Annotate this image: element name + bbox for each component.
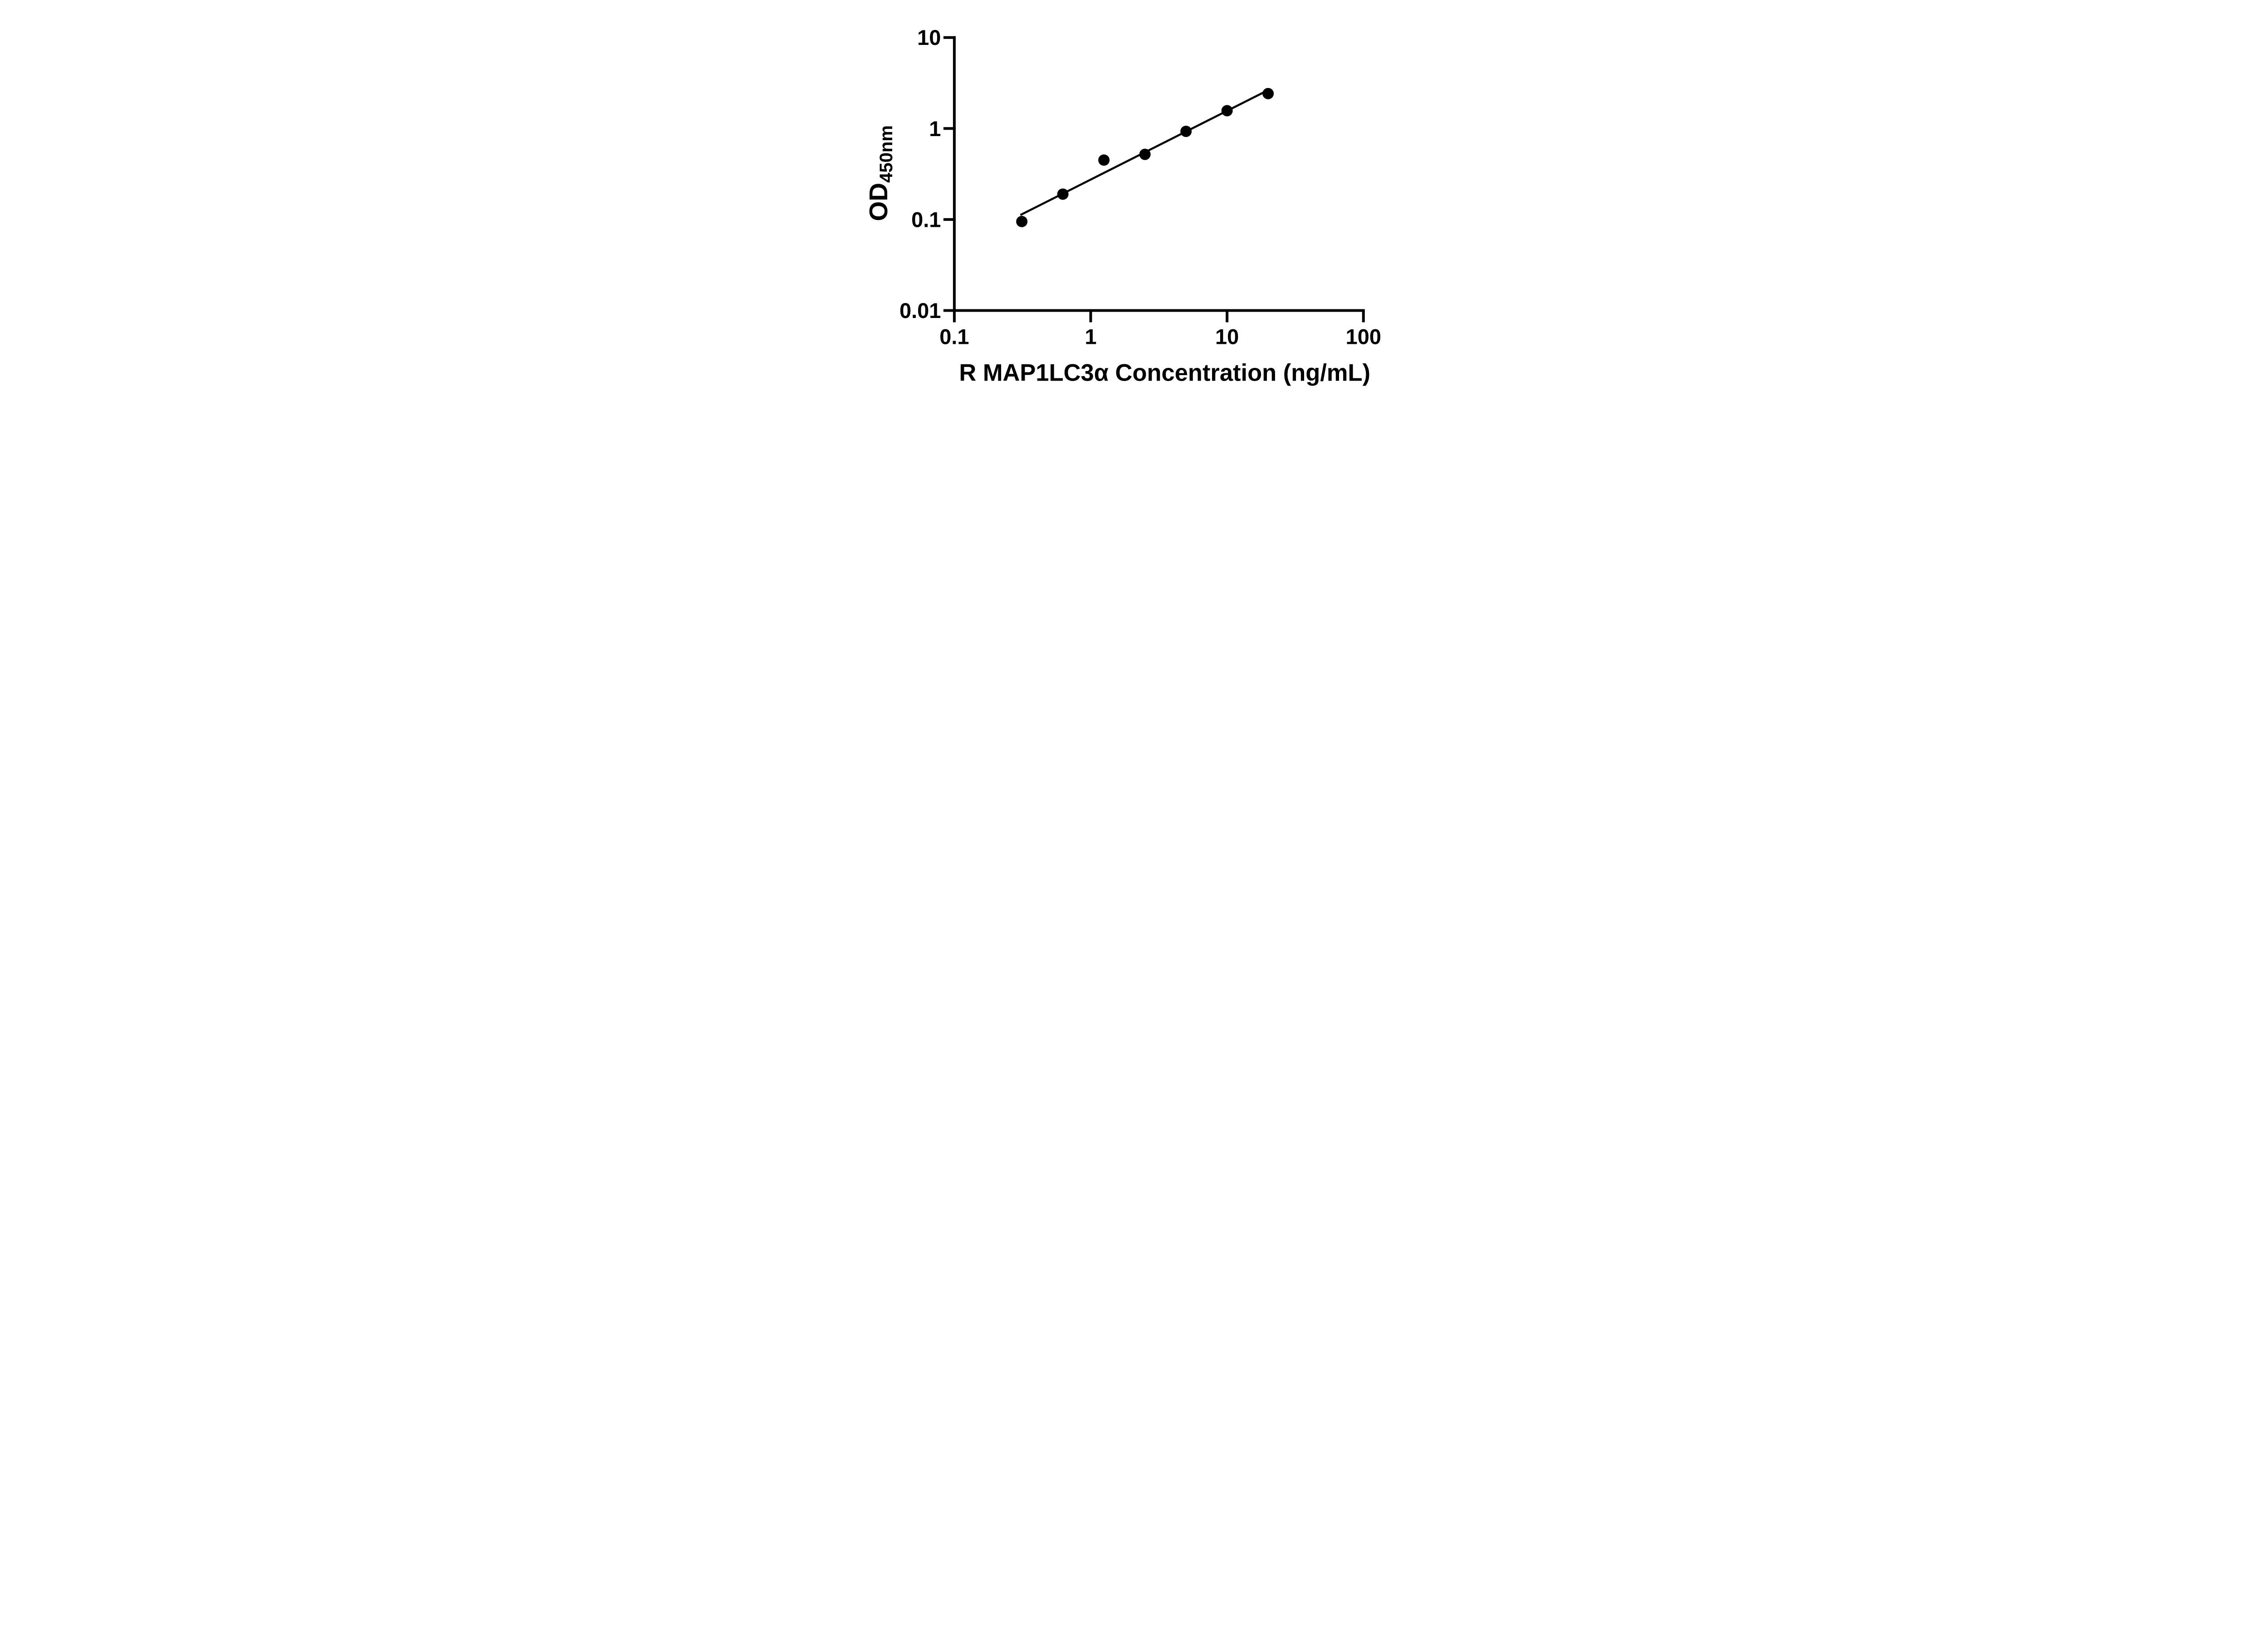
x-tick-label: 1 [1085, 325, 1096, 349]
data-point [1221, 105, 1233, 117]
x-tick-labels-group: 0.1 1 10 100 [939, 325, 1381, 349]
y-tick-label: 1 [929, 117, 941, 141]
x-axis-title: R MAP1LC3α Concentration (ng/mL) [959, 360, 1370, 386]
data-point [1262, 88, 1274, 99]
data-point [1139, 148, 1151, 160]
y-axis-title: OD450nm [864, 125, 896, 221]
data-points-group [1016, 88, 1274, 227]
x-tick-label: 10 [1215, 325, 1239, 349]
x-tick-label: 100 [1345, 325, 1381, 349]
x-tick-label: 0.1 [939, 325, 969, 349]
y-tick-label: 0.1 [911, 207, 941, 231]
data-point [1098, 154, 1110, 166]
y-tick-label: 0.01 [899, 298, 940, 323]
data-point [1180, 126, 1192, 137]
data-point [1057, 188, 1069, 200]
y-axis-title-subscript: 450nm [876, 125, 896, 183]
y-tick-label: 10 [917, 25, 941, 49]
x-ticks-group [953, 310, 1365, 323]
y-axis-title-main: OD [864, 183, 892, 221]
data-point [1016, 215, 1027, 227]
y-tick-labels-group: 10 1 0.1 0.01 [899, 25, 940, 323]
elisa-standard-curve-figure: 0.1 1 10 100 10 1 0.1 0.01 R MAP1LC3α Concentr… [842, 0, 1426, 408]
